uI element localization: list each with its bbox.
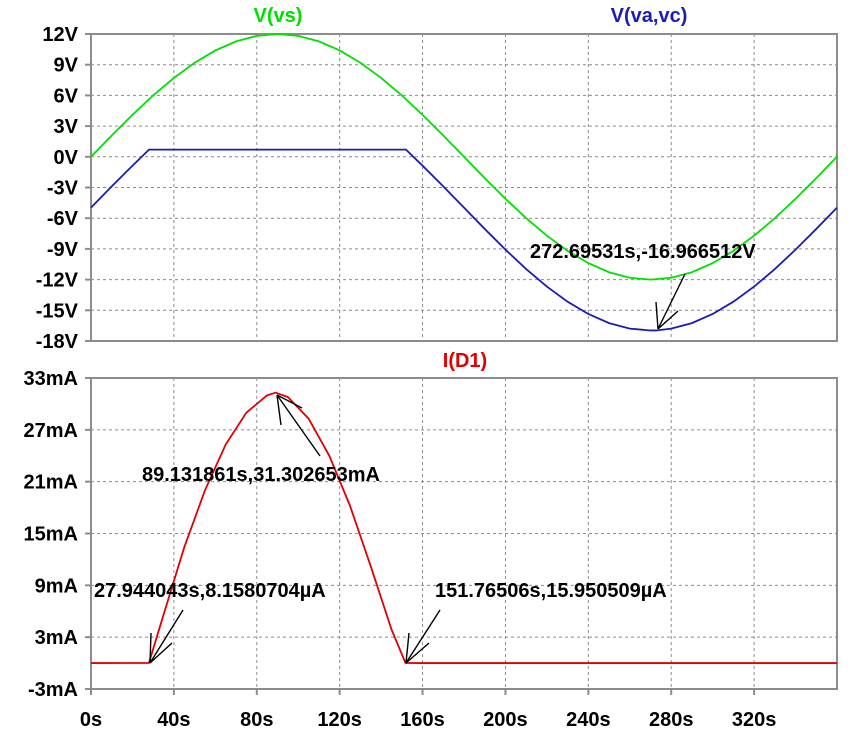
top-traces xyxy=(90,33,838,332)
trace-label-vs[interactable]: V(vs) xyxy=(254,5,303,27)
x-tick-label: 200s xyxy=(483,709,528,731)
bottom-traces xyxy=(90,391,837,664)
x-tick-label: 120s xyxy=(317,709,362,731)
trace-i-d1-[interactable] xyxy=(90,391,837,664)
annotation-arrow xyxy=(276,394,321,457)
y-tick-label: -3mA xyxy=(28,679,78,701)
top-plot-panel: 12V 9V 6V 3V 0V -3V -6V -9V -12V -15V -18V V(vs) V… xyxy=(36,5,838,353)
x-tick-label: 320s xyxy=(732,709,777,731)
annotation-label: 272.69531s,-16.966512V xyxy=(530,241,756,263)
annotation-label: 151.76506s,15.950509µA xyxy=(435,580,667,602)
arrowhead-icon xyxy=(655,301,679,330)
y-tick-label: -3V xyxy=(47,178,79,200)
y-tick-label: 27mA xyxy=(24,420,78,442)
y-tick-label: 6V xyxy=(54,85,79,107)
y-tick-label: 15mA xyxy=(24,524,78,546)
annotation-label: 27.944043s,8.1580704µA xyxy=(94,580,326,602)
arrowhead-icon xyxy=(276,394,303,426)
trace-label-va-vc[interactable]: V(va,vc) xyxy=(611,5,688,27)
annotation-arrow xyxy=(657,273,686,330)
x-tick-label: 80s xyxy=(240,709,273,731)
y-tick-label: 0V xyxy=(54,147,79,169)
bottom-y-axis: 33mA 27mA 21mA 15mA 9mA 3mA -3mA xyxy=(24,368,91,701)
top-grid xyxy=(91,34,837,341)
annotation-peak[interactable]: 89.131861s,31.302653mA xyxy=(142,394,380,486)
y-tick-label: -15V xyxy=(36,300,79,322)
annotation-turn-on[interactable]: 27.944043s,8.1580704µA xyxy=(94,580,326,664)
annotation-arrow xyxy=(149,609,184,664)
top-y-axis: 12V 9V 6V 3V 0V -3V -6V -9V -12V -15V -18V xyxy=(36,24,91,353)
bottom-plot-panel: 33mA 27mA 21mA 15mA 9mA 3mA -3mA 0s 40s 80s 120s 1… xyxy=(24,350,838,731)
arrowhead-icon xyxy=(149,632,173,664)
y-tick-label: -18V xyxy=(36,331,79,353)
arrowhead-icon xyxy=(405,632,430,664)
trace-v-va-vc-[interactable] xyxy=(90,148,838,332)
annotation-label: 89.131861s,31.302653mA xyxy=(142,464,380,486)
y-tick-label: -12V xyxy=(36,270,79,292)
y-tick-label: 3V xyxy=(54,116,79,138)
annotation-turn-off[interactable]: 151.76506s,15.950509µA xyxy=(405,580,667,664)
y-tick-label: -6V xyxy=(47,208,79,230)
annotation-arrow xyxy=(405,609,441,664)
bottom-grid xyxy=(91,378,837,689)
x-tick-label: 240s xyxy=(566,709,611,731)
x-tick-label: 160s xyxy=(400,709,445,731)
x-tick-label: 280s xyxy=(649,709,694,731)
y-tick-label: -9V xyxy=(47,239,79,261)
x-tick-label: 40s xyxy=(157,709,190,731)
y-tick-label: 9V xyxy=(54,55,79,77)
x-axis: 0s 40s 80s 120s 160s 200s 240s 280s 320s xyxy=(80,689,776,731)
annotation-vmin[interactable]: 272.69531s,-16.966512V xyxy=(530,241,756,330)
y-tick-label: 33mA xyxy=(24,368,78,390)
trace-v-vs-[interactable] xyxy=(90,33,838,281)
x-tick-label: 0s xyxy=(80,709,102,731)
y-tick-label: 3mA xyxy=(35,627,78,649)
y-tick-label: 9mA xyxy=(35,575,78,597)
y-tick-label: 12V xyxy=(42,24,78,46)
y-tick-label: 21mA xyxy=(24,472,78,494)
trace-label-id1[interactable]: I(D1) xyxy=(443,350,487,372)
